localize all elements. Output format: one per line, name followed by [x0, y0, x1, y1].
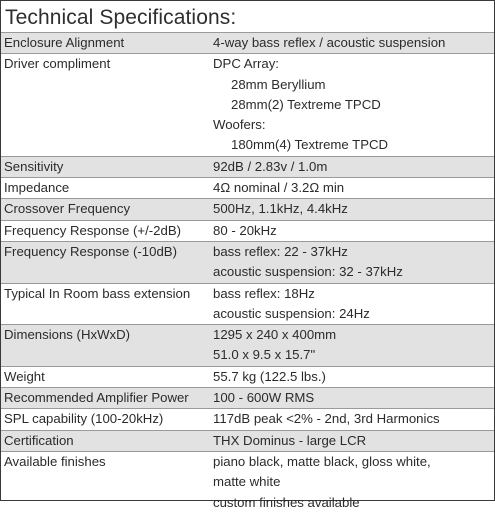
spec-value-line: 4Ω nominal / 3.2Ω min [213, 180, 345, 196]
spec-label: Frequency Response (+/-2dB) [4, 222, 182, 238]
spec-row: SPL capability (100-20kHz) 117dB peak <2%… [1, 409, 494, 431]
spec-label: Recommended Amplifier Power [1, 387, 208, 409]
spec-value: 500Hz, 1.1kHz, 4.4kHz [208, 198, 494, 221]
spec-label: Driver compliment [4, 56, 111, 72]
spec-row: Driver compliment DPC Array: 28mm Berylliu… [1, 54, 494, 157]
spec-value-line: 28mm Beryllium [231, 76, 326, 92]
spec-row: Crossover Frequency 500Hz, 1.1kHz, 4.4kHz [1, 198, 494, 221]
spec-value: bass reflex: 22 - 37kHz acoustic suspensi… [208, 241, 494, 284]
spec-table-body: Enclosure Alignment 4-way bass reflex / a… [1, 33, 494, 513]
spec-value-line: 80 - 20kHz [213, 222, 277, 238]
spec-label: Certification [1, 430, 208, 452]
spec-value: 117dB peak <2% - 2nd, 3rd Harmonics [208, 409, 494, 430]
spec-label: Frequency Response (-10dB) [1, 241, 208, 284]
spec-value: 4-way bass reflex / acoustic suspension [208, 33, 494, 54]
spec-table: Enclosure Alignment 4-way bass reflex / a… [1, 33, 494, 513]
spec-value: 55.7 kg (122.5 lbs.) [208, 366, 494, 387]
spec-value: 100 - 600W RMS [208, 387, 494, 409]
spec-value-line: bass reflex: 18Hz [213, 285, 315, 301]
spec-value-line: 92dB / 2.83v / 1.0m [213, 158, 328, 174]
spec-label: Sensitivity [1, 156, 208, 178]
spec-row: Typical In Room bass extension bass refle… [1, 283, 494, 325]
spec-value: bass reflex: 18Hz acoustic suspension: 24… [208, 283, 494, 325]
spec-value-line: piano black, matte black, gloss white, [213, 453, 431, 469]
spec-value-line: 180mm(4) Textreme TPCD [231, 137, 389, 153]
spec-row: Available finishes piano black, matte bla… [1, 451, 494, 512]
spec-value: THX Dominus - large LCR [208, 430, 494, 452]
spec-row: Impedance 4Ω nominal / 3.2Ω min [1, 178, 494, 199]
spec-row: Certification THX Dominus - large LCR [1, 430, 494, 452]
spec-value-line: THX Dominus - large LCR [213, 432, 367, 448]
spec-value-line: acoustic suspension: 24Hz [213, 305, 370, 321]
spec-value-line: 51.0 x 9.5 x 15.7" [213, 347, 316, 363]
spec-row: Enclosure Alignment 4-way bass reflex / a… [1, 33, 494, 54]
spec-row: Frequency Response (-10dB) bass reflex: 2… [1, 241, 494, 284]
spec-label: Available finishes [4, 453, 106, 469]
spec-row: Frequency Response (+/-2dB) 80 - 20kHz [1, 220, 494, 242]
spec-value-line: Woofers: [213, 117, 266, 133]
spec-value-line: custom finishes available [213, 494, 360, 510]
spec-label: Weight [4, 368, 45, 384]
spec-value-line: 1295 x 240 x 400mm [213, 327, 337, 343]
spec-value-line: DPC Array: [213, 56, 279, 72]
spec-label: Crossover Frequency [1, 198, 208, 221]
spec-value-line: 4-way bass reflex / acoustic suspension [213, 35, 446, 50]
spec-value-line: 100 - 600W RMS [213, 390, 315, 406]
spec-value-line: 500Hz, 1.1kHz, 4.4kHz [213, 201, 348, 217]
spec-label: Dimensions (HxWxD) [1, 324, 208, 367]
spec-value-line: acoustic suspension: 32 - 37kHz [213, 264, 403, 280]
spec-value: 80 - 20kHz [208, 220, 494, 241]
spec-row: Sensitivity 92dB / 2.83v / 1.0m [1, 156, 494, 178]
spec-value-line: 28mm(2) Textreme TPCD [231, 96, 381, 112]
spec-value-line: matte white [213, 474, 281, 490]
spec-value-line: 55.7 kg (122.5 lbs.) [213, 368, 326, 384]
spec-label: Enclosure Alignment [1, 33, 208, 54]
spec-value: 1295 x 240 x 400mm 51.0 x 9.5 x 15.7" [208, 324, 494, 367]
spec-row: Weight 55.7 kg (122.5 lbs.) [1, 366, 494, 388]
spec-row: Recommended Amplifier Power 100 - 600W RM… [1, 387, 494, 409]
spec-value: piano black, matte black, gloss white, ma… [208, 451, 494, 512]
spec-value-line: 117dB peak <2% - 2nd, 3rd Harmonics [213, 411, 440, 427]
spec-value: 4Ω nominal / 3.2Ω min [208, 178, 494, 199]
spec-value-line: bass reflex: 22 - 37kHz [213, 243, 348, 259]
spec-label: Impedance [4, 180, 70, 196]
page-title: Technical Specifications: [1, 1, 494, 33]
spec-row: Dimensions (HxWxD) 1295 x 240 x 400mm 51.0… [1, 324, 494, 367]
spec-label: SPL capability (100-20kHz) [4, 411, 164, 427]
spec-value: 92dB / 2.83v / 1.0m [208, 156, 494, 178]
spec-value: DPC Array: 28mm Beryllium 28mm(2) Textreme… [208, 54, 494, 156]
spec-label: Typical In Room bass extension [4, 285, 191, 301]
